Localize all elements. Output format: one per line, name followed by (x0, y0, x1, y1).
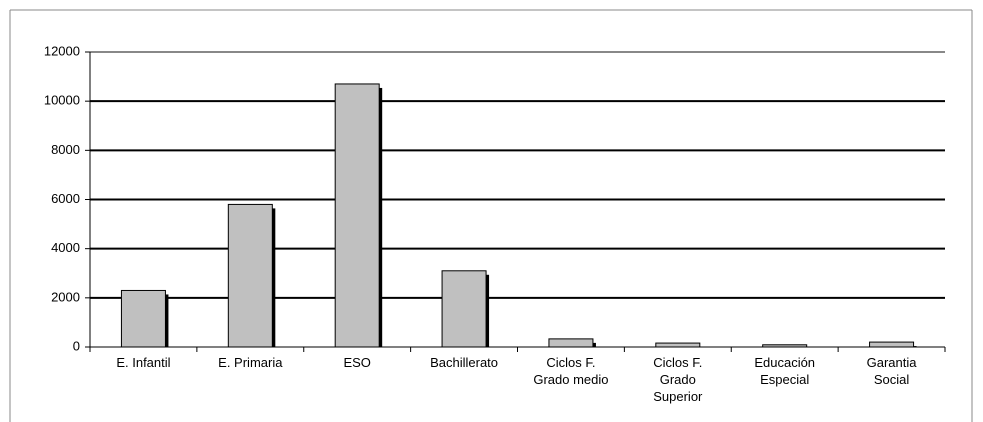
y-tick-label: 10000 (44, 93, 80, 108)
bar (120, 289, 166, 348)
bar (227, 203, 273, 348)
bar-shadow (592, 342, 596, 347)
y-tick-label: 0 (73, 338, 80, 353)
x-tick-label: Garantia Social (866, 355, 917, 387)
bar (655, 342, 701, 348)
bar (548, 338, 594, 348)
bar-shadow (379, 87, 383, 347)
y-tick-label: 12000 (44, 43, 80, 58)
x-tick-label: Bachillerato (430, 355, 499, 370)
x-tick-label: Ciclos F. Grado medio (533, 355, 609, 387)
bar (441, 270, 487, 348)
bar-shadow (272, 208, 276, 347)
bar-shadow (165, 294, 169, 347)
x-tick-label: E. Infantil (116, 355, 171, 370)
x-tick-label: Ciclos F. Grado Superior (653, 355, 703, 404)
bar-shadow (913, 346, 917, 347)
bar (869, 341, 915, 348)
y-tick-label: 4000 (51, 240, 80, 255)
bar (334, 83, 380, 348)
x-tick-label: ESO (343, 355, 371, 370)
x-tick-label: Educación Especial (754, 355, 816, 387)
y-tick-label: 6000 (51, 191, 80, 206)
bar (762, 344, 808, 348)
x-tick-label: E. Primaria (218, 355, 283, 370)
y-tick-label: 8000 (51, 142, 80, 157)
bar-shadow (486, 274, 490, 347)
y-tick-label: 2000 (51, 289, 80, 304)
